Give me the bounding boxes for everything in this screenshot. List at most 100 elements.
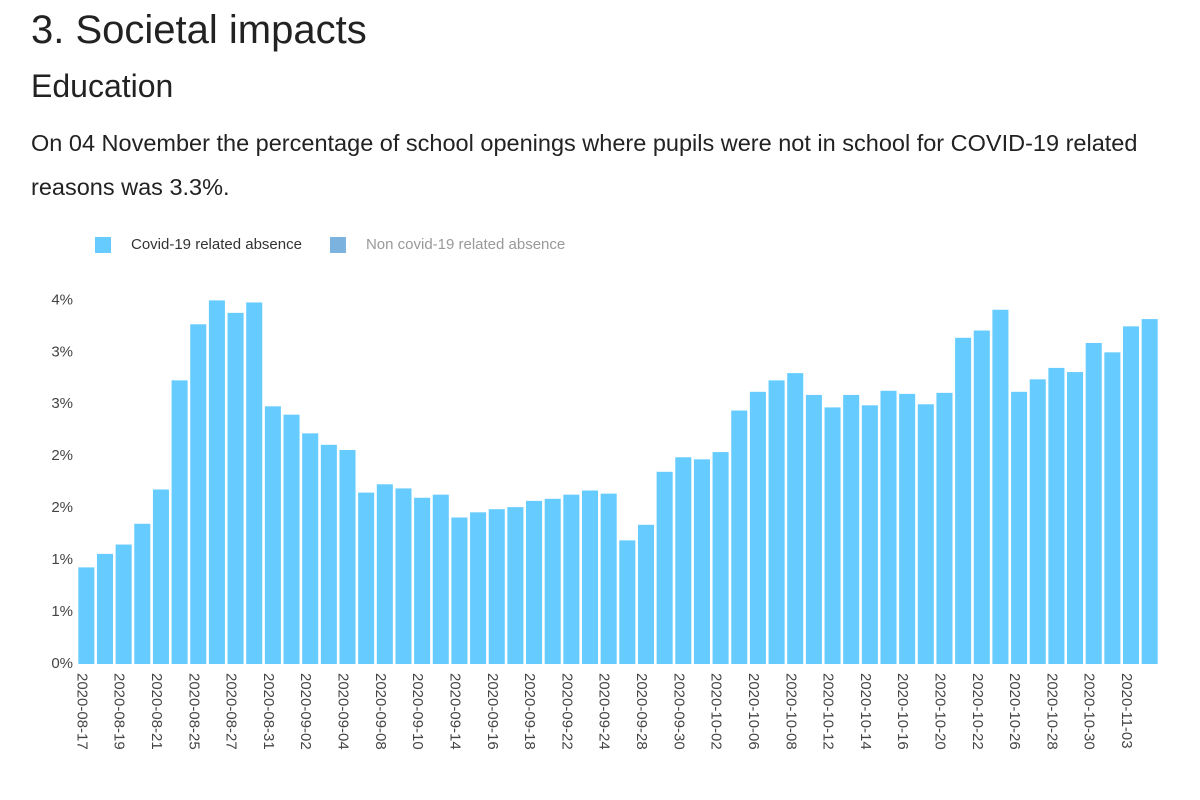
- bar: [787, 373, 804, 664]
- bar: [899, 393, 916, 664]
- bar: [768, 380, 785, 664]
- bar: [264, 406, 281, 664]
- bar: [488, 509, 505, 664]
- bar: [843, 394, 860, 664]
- bar: [227, 312, 244, 664]
- bar: [637, 524, 655, 664]
- bar: [880, 390, 897, 664]
- bar: [414, 497, 431, 664]
- y-tick-label: 2%: [51, 499, 73, 516]
- bar: [451, 517, 468, 664]
- y-tick-label: 3%: [51, 343, 73, 360]
- x-tick-label: 2020-10-08: [782, 673, 799, 750]
- x-tick-label: 2020-09-22: [558, 673, 575, 750]
- x-tick-label: 2020-10-16: [894, 673, 911, 750]
- bar: [656, 471, 673, 664]
- bar: [78, 567, 95, 664]
- section-title: 3. Societal impacts: [31, 8, 367, 52]
- x-tick-label: 2020-10-26: [1006, 673, 1023, 750]
- x-tick-label: 2020-08-27: [223, 673, 240, 750]
- bar: [1122, 326, 1140, 664]
- y-tick-label: 3%: [51, 395, 73, 412]
- bar: [1029, 379, 1046, 664]
- x-tick-label: 2020-08-17: [73, 673, 90, 750]
- bar: [283, 414, 300, 664]
- y-tick-label: 0%: [51, 655, 73, 672]
- bar: [171, 380, 188, 664]
- bar: [824, 407, 841, 664]
- x-tick-label: 2020-09-08: [372, 673, 389, 750]
- bar: [115, 544, 132, 664]
- x-tick-label: 2020-10-12: [820, 673, 837, 750]
- x-tick-label: 2020-10-20: [931, 673, 948, 750]
- y-tick-label: 2%: [51, 447, 73, 464]
- legend-label[interactable]: Non covid-19 related absence: [366, 236, 565, 253]
- bar: [936, 392, 953, 664]
- bar: [992, 309, 1009, 664]
- y-tick-label: 1%: [51, 551, 73, 568]
- bar: [507, 507, 524, 664]
- x-tick-label: 2020-09-24: [596, 673, 613, 750]
- bar: [208, 300, 225, 664]
- bar: [693, 459, 710, 664]
- bar: [320, 444, 337, 664]
- x-tick-label: 2020-09-28: [633, 673, 650, 750]
- bar: [749, 391, 766, 664]
- x-tick-label: 2020-09-02: [297, 673, 314, 750]
- bar: [1048, 367, 1065, 664]
- x-tick-label: 2020-09-18: [521, 673, 538, 750]
- bar: [432, 494, 449, 664]
- bar: [339, 449, 356, 664]
- x-tick-label: 2020-10-14: [857, 673, 874, 750]
- x-tick-label: 2020-09-10: [409, 673, 426, 750]
- x-tick-label: 2020-09-30: [670, 673, 687, 750]
- bar: [712, 452, 729, 664]
- bar: [600, 493, 617, 664]
- bar: [955, 337, 972, 664]
- bar: [1085, 342, 1102, 664]
- y-tick-label: 4%: [51, 291, 73, 308]
- x-tick-label: 2020-08-19: [111, 673, 128, 750]
- bar: [302, 433, 319, 664]
- bar: [563, 494, 580, 664]
- legend-label[interactable]: Covid-19 related absence: [131, 236, 302, 253]
- x-tick-label: 2020-10-22: [969, 673, 986, 750]
- x-tick-label: 2020-09-16: [484, 673, 501, 750]
- bar: [246, 302, 263, 664]
- x-tick-label: 2020-10-28: [1043, 673, 1060, 750]
- bar: [675, 457, 692, 664]
- legend-swatch[interactable]: [95, 237, 111, 253]
- x-tick-label: 2020-08-31: [260, 673, 277, 750]
- bar: [1067, 372, 1084, 664]
- x-tick-label: 2020-10-30: [1081, 673, 1098, 750]
- bar: [526, 500, 543, 664]
- bar: [1104, 352, 1121, 664]
- bar: [731, 410, 748, 664]
- legend-swatch[interactable]: [329, 237, 346, 253]
- bar: [581, 490, 599, 664]
- section-subtitle: Education: [31, 68, 174, 104]
- y-tick-label: 1%: [51, 603, 73, 620]
- bar: [134, 523, 151, 664]
- bar: [376, 484, 393, 664]
- bar: [544, 498, 561, 664]
- bar: [1141, 319, 1158, 664]
- bar: [1011, 391, 1028, 664]
- x-tick-label: 2020-09-04: [335, 673, 352, 750]
- x-tick-label: 2020-09-14: [446, 673, 463, 750]
- bar: [917, 404, 934, 664]
- bar: [619, 540, 636, 664]
- x-tick-label: 2020-08-25: [185, 673, 202, 750]
- bar: [861, 405, 878, 664]
- bar: [395, 488, 412, 664]
- bar: [973, 330, 990, 664]
- x-tick-label: 2020-10-02: [708, 673, 725, 750]
- bar: [152, 489, 169, 664]
- bar: [805, 394, 822, 664]
- bar: [96, 553, 114, 664]
- summary-text: On 04 November the percentage of school …: [31, 130, 1138, 200]
- x-tick-label: 2020-11-03: [1118, 673, 1135, 749]
- bar: [190, 324, 207, 664]
